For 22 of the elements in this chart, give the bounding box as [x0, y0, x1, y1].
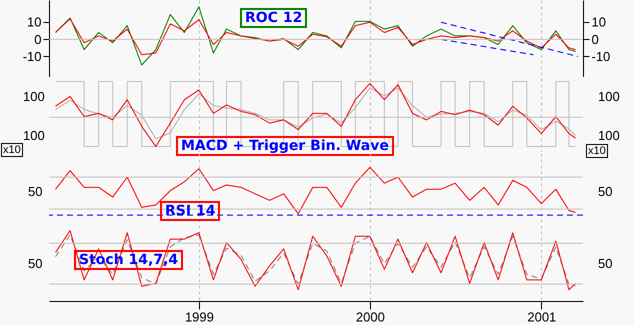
y2-tick-label: 0 [592, 32, 599, 47]
y-tick-label: 0 [34, 32, 42, 47]
text: 50 [27, 184, 44, 199]
text: 100 [597, 128, 621, 143]
text: MACD + Trigger Bin. Wave [176, 136, 394, 156]
text: x10 [586, 144, 608, 158]
text: 100 [597, 89, 621, 104]
y-tick-label: -10 [22, 48, 42, 64]
line-series [55, 6, 576, 66]
y-tick-label: 10 [27, 14, 42, 30]
text: 50 [27, 256, 44, 271]
y2-tick-label: 10 [592, 14, 606, 30]
x-tick-label: 1999 [184, 310, 214, 324]
text: 50 [597, 184, 614, 199]
text: 50 [597, 256, 614, 271]
text: ROC 12 [240, 8, 308, 28]
text: 100 [22, 89, 46, 104]
y2-tick-label: -10 [592, 48, 610, 64]
x-tick-label: 2000 [356, 310, 385, 324]
x-tick-label: 2001 [527, 310, 556, 324]
text: x10 [1, 143, 23, 157]
text: 100 [22, 128, 46, 143]
